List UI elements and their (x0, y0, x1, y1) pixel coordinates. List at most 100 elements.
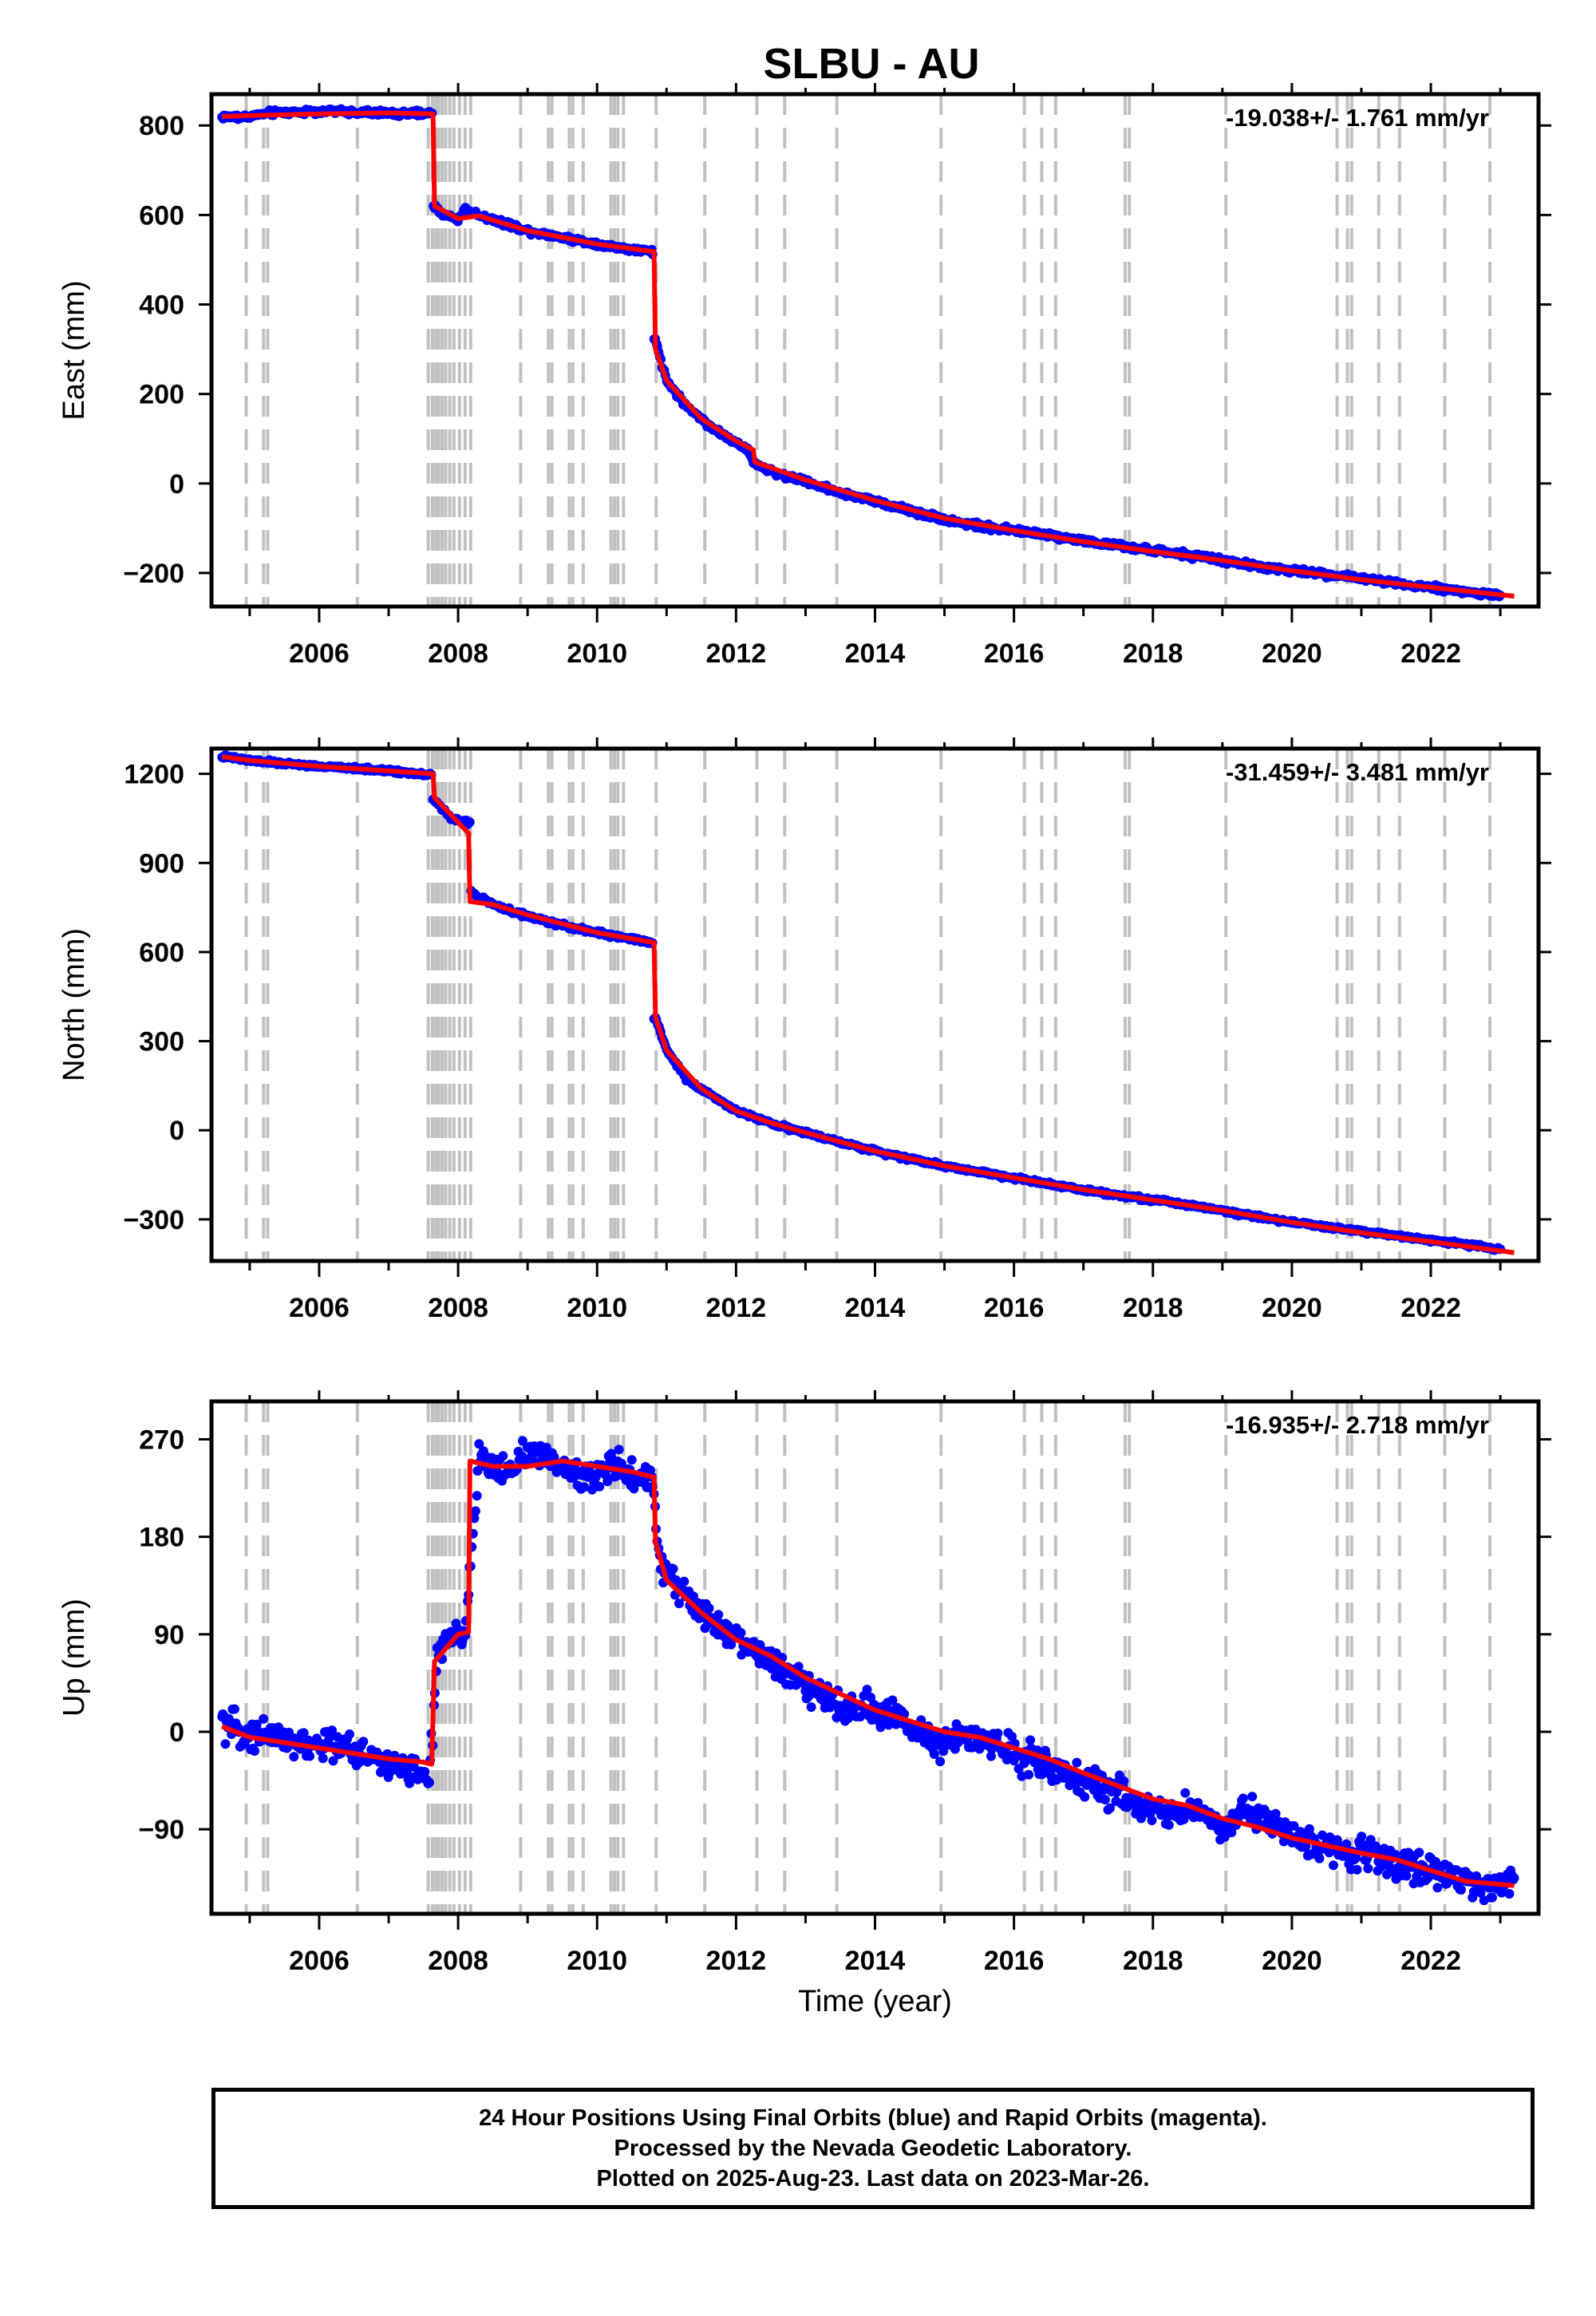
data-point (1072, 1757, 1082, 1768)
data-point (220, 1739, 231, 1749)
x-tick-label: 2012 (706, 1293, 767, 1323)
y-axis-label: Up (mm) (57, 1599, 91, 1717)
data-point (602, 1476, 613, 1487)
data-point (806, 1702, 816, 1712)
y-axis-label: East (mm) (57, 280, 91, 420)
chart-title: SLBU - AU (764, 40, 980, 88)
model-line (221, 1458, 1515, 1888)
data-point (929, 1749, 939, 1759)
rate-annotation: -19.038+/- 1.761 mm/yr (1226, 104, 1489, 132)
data-point (1227, 1828, 1237, 1838)
x-tick-label: 2020 (1262, 638, 1322, 669)
data-point (986, 1751, 996, 1761)
data-point (498, 1451, 508, 1461)
x-tick-label: 2022 (1400, 638, 1461, 669)
x-tick-label: 2016 (984, 638, 1045, 669)
data-point (1270, 1808, 1281, 1819)
y-tick-label: 90 (154, 1620, 184, 1650)
data-point (674, 1599, 684, 1609)
x-tick-label: 2012 (706, 638, 767, 669)
data-point (1289, 1820, 1299, 1831)
y-tick-label: 270 (139, 1425, 184, 1456)
data-point (305, 1751, 315, 1761)
y-tick-label: 600 (139, 200, 184, 231)
y-tick-label: 0 (169, 1116, 184, 1146)
data-point (862, 1685, 872, 1694)
data-point (1456, 1885, 1466, 1895)
data-point (679, 1576, 689, 1587)
caption-line-2: Processed by the Nevada Geodetic Laborat… (614, 2136, 1132, 2161)
plot-area (217, 94, 1515, 607)
blue-series (217, 750, 1506, 1255)
data-point (1147, 1816, 1157, 1825)
data-point (425, 1777, 434, 1788)
data-point (793, 1662, 804, 1672)
plot-frame (209, 92, 1541, 609)
x-tick-label: 2010 (567, 1946, 627, 1976)
data-point (464, 817, 475, 828)
data-point (891, 1719, 901, 1729)
x-tick-label: 2010 (567, 638, 627, 669)
data-point (626, 1455, 637, 1465)
rate-annotation: -31.459+/- 3.481 mm/yr (1226, 758, 1489, 786)
data-point (1163, 1820, 1174, 1830)
y-tick-label: 200 (139, 380, 184, 410)
data-point (469, 1513, 480, 1524)
x-axis-label: Time (year) (798, 1985, 952, 2018)
panel-1: −300 0 300 600 900 1200 2006 2008 2010 2012 2014 20… (57, 737, 1551, 1323)
x-tick-label: 2018 (1123, 1293, 1183, 1323)
y-tick-label: −300 (123, 1205, 184, 1235)
model-line (222, 110, 1515, 599)
caption-line-3: Plotted on 2025-Aug-23. Last data on 202… (596, 2166, 1150, 2192)
data-point (259, 1713, 269, 1724)
y-tick-label: 900 (139, 848, 184, 879)
data-point (704, 1603, 714, 1614)
data-point (993, 1728, 1003, 1738)
data-point (1238, 1793, 1248, 1804)
x-tick-label: 2016 (984, 1946, 1045, 1976)
x-tick-label: 2008 (428, 1946, 488, 1976)
panel-2: −90 0 90 180 270 2006 2008 2010 2012 2014 2016 2018… (57, 1390, 1551, 2018)
x-tick-label: 2010 (567, 1293, 627, 1323)
plot-area (217, 749, 1515, 1261)
data-point (614, 1445, 624, 1455)
y-tick-label: 0 (169, 1717, 184, 1748)
data-point (1105, 1803, 1115, 1813)
x-tick-label: 2020 (1262, 1946, 1322, 1976)
data-point (472, 1491, 482, 1501)
data-point (1180, 1788, 1191, 1798)
x-tick-label: 2006 (289, 1293, 350, 1323)
data-point (875, 1722, 886, 1733)
x-tick-label: 2022 (1400, 1946, 1461, 1976)
y-axis-label: North (mm) (57, 928, 91, 1081)
x-tick-label: 2014 (845, 1293, 906, 1323)
data-point (474, 1439, 484, 1449)
data-point (1504, 1889, 1515, 1899)
data-point (1341, 1839, 1352, 1849)
data-point (1414, 1848, 1424, 1858)
data-point (318, 1753, 328, 1764)
data-point (1357, 1832, 1367, 1842)
data-point (736, 1627, 746, 1638)
data-point (328, 1756, 338, 1766)
x-tick-label: 2006 (289, 638, 350, 669)
data-point (1329, 1860, 1338, 1871)
data-point (926, 1735, 937, 1745)
data-point (1025, 1735, 1036, 1745)
data-point (1317, 1830, 1327, 1840)
x-tick-label: 2018 (1123, 638, 1183, 669)
blue-series (217, 104, 1506, 602)
data-point (327, 1725, 337, 1736)
data-point (579, 1482, 590, 1492)
data-point (250, 1746, 260, 1756)
x-tick-label: 2018 (1123, 1946, 1183, 1976)
data-point (887, 1695, 898, 1705)
data-point (1119, 1776, 1129, 1786)
plot-frame (209, 746, 1541, 1263)
data-point (935, 1757, 946, 1767)
data-point (1363, 1863, 1373, 1874)
plot-area (217, 1401, 1519, 1914)
panels: −200 0 200 400 600 800 2006 2008 2010 2012 2014 201… (57, 83, 1551, 2018)
data-point (345, 1729, 354, 1739)
x-tick-label: 2012 (706, 1946, 767, 1976)
